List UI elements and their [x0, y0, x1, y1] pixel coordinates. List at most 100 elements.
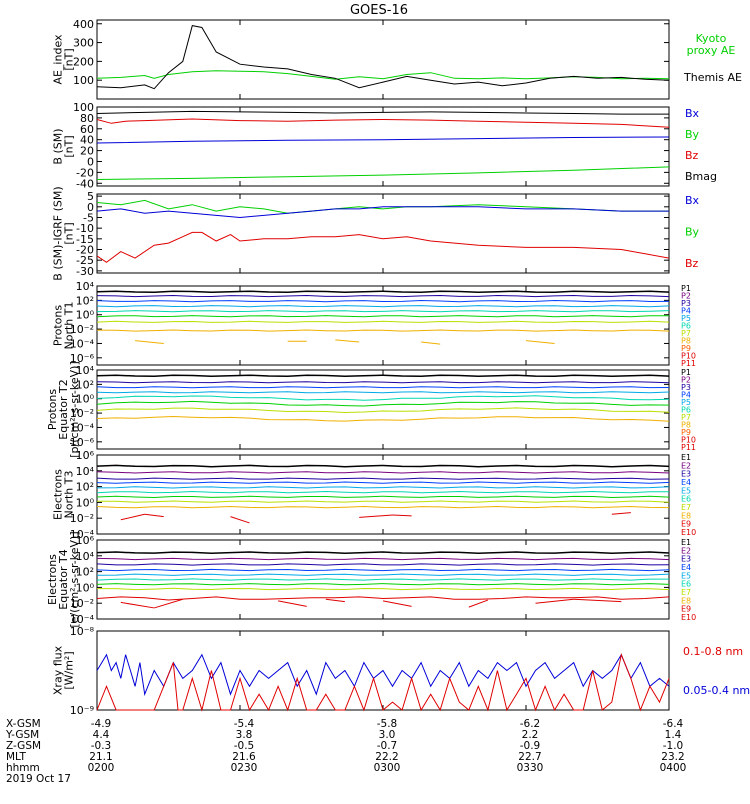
enorth-legend-2: E3 — [681, 470, 691, 479]
ae-legend-2: Themis AE — [683, 71, 742, 84]
enorth-level-0 — [96, 464, 670, 468]
pnorth-ytick-label-2: 10⁰ — [76, 309, 95, 322]
pnorth-legend-7: P8 — [681, 337, 691, 346]
eeq-red-dash-3 — [325, 598, 345, 603]
pnorth-dash-2 — [335, 339, 360, 343]
footer-value-1-1: 3.8 — [236, 729, 253, 741]
pnorth-dash-3 — [421, 341, 441, 345]
enorth-dash-0 — [120, 513, 145, 521]
enorth-dash-1 — [144, 513, 164, 518]
enorth-dash-3 — [359, 514, 393, 518]
pnorth-legend-6: P7 — [681, 329, 691, 338]
b-ylabel-1: [nT] — [63, 135, 76, 157]
xray-ylabel-0: Xray flux — [52, 645, 65, 695]
enorth-ytick-label-4: 10⁻² — [70, 512, 94, 525]
peq-legend-3: P4 — [681, 391, 691, 400]
pnorth-level-4 — [96, 310, 670, 313]
bigrf-ylabel-0: B (SM)-IGRF (SM) — [52, 186, 65, 280]
peq-legend-9: P10 — [681, 436, 696, 445]
eeq-level-5 — [96, 578, 669, 581]
footer-value-2-1: 3.0 — [379, 729, 396, 741]
footer-value-3-2: -0.9 — [520, 740, 541, 752]
b-ytick-label-7: 100 — [73, 101, 94, 114]
peq-legend-2: P3 — [681, 383, 691, 392]
enorth-dash-5 — [611, 512, 631, 515]
eeq-legend-2: E3 — [681, 555, 691, 564]
footer-value-2-0: -5.8 — [377, 718, 398, 730]
eeq-ylabel-0: Electrons — [46, 554, 59, 605]
eeq-red-series — [96, 596, 670, 601]
b-ytick-label-3: 20 — [80, 145, 94, 158]
eeq-level-0 — [96, 551, 670, 555]
footer-value-0-4: 0200 — [88, 762, 115, 774]
pnorth-level-2 — [96, 299, 670, 303]
ae-ytick-label-1: 100 — [73, 74, 94, 87]
footer-value-3-1: 2.2 — [522, 729, 539, 741]
pnorth-level-5 — [96, 315, 669, 318]
peq-level-7 — [96, 415, 670, 422]
pnorth-legend-10: P11 — [681, 359, 696, 368]
footer-value-0-0: -4.9 — [91, 718, 112, 730]
b-ytick-label-1: -20 — [76, 166, 94, 179]
eeq-legend-0: E1 — [681, 538, 691, 547]
enorth-level-5 — [96, 490, 669, 494]
xray-series-1 — [96, 652, 670, 712]
eeq-red-dash-0 — [120, 601, 155, 609]
enorth-level-1 — [96, 471, 670, 474]
eeq-red-dash-7 — [573, 598, 622, 603]
peq-legend-7: P8 — [681, 421, 691, 430]
bigrf-legend-1: By — [685, 226, 700, 239]
pnorth-legend-1: P2 — [681, 292, 691, 301]
peq-ytick-label-4: 10⁻⁴ — [70, 421, 95, 434]
footer-label-5: 2019 Oct 17 — [6, 773, 71, 785]
footer-label-2: Z-GSM — [6, 740, 41, 752]
eeq-ylabel-2: [e/(cm²-s-sr-keV)] — [68, 531, 81, 627]
pnorth-legend-5: P6 — [681, 322, 691, 331]
xray-series-0 — [96, 653, 670, 697]
enorth-legend-3: E4 — [681, 478, 691, 487]
ae-ytick-label-3: 300 — [73, 37, 94, 50]
eeq-ylabel-1: Equator T4 — [57, 549, 70, 609]
enorth-level-6 — [96, 495, 670, 499]
footer-value-4-4: 0400 — [660, 762, 687, 774]
peq-legend-6: P7 — [681, 413, 691, 422]
peq-level-1 — [96, 381, 670, 384]
enorth-ytick-label-1: 10⁴ — [76, 465, 95, 478]
bigrf-legend-2: Bz — [685, 257, 699, 270]
peq-ytick-label-5: 10⁻⁶ — [70, 436, 95, 449]
enorth-legend-9: E10 — [681, 528, 696, 537]
ae-ytick-label-4: 400 — [73, 18, 94, 31]
footer-label-0: X-GSM — [6, 718, 41, 730]
pnorth-ytick-label-1: 10² — [76, 294, 94, 307]
enorth-dash-2 — [230, 516, 250, 524]
footer-value-2-4: 0300 — [374, 762, 401, 774]
enorth-level-7 — [97, 500, 670, 503]
footer-value-4-0: -6.4 — [663, 718, 684, 730]
footer-value-2-2: -0.7 — [377, 740, 398, 752]
enorth-legend-1: E2 — [681, 461, 691, 470]
peq-legend-1: P2 — [681, 376, 691, 385]
peq-ytick-label-2: 10⁰ — [76, 393, 95, 406]
enorth-level-2 — [96, 477, 670, 480]
peq-legend-5: P6 — [681, 406, 691, 415]
bigrf-series-1 — [96, 206, 669, 219]
enorth-frame — [96, 454, 670, 535]
chart-title: GOES-16 — [350, 3, 408, 18]
eeq-legend-6: E7 — [681, 588, 691, 597]
bigrf-legend-0: Bx — [685, 194, 700, 207]
ae-legend-1: proxy AE — [687, 44, 736, 57]
xray-ylabel-1: [W/m²] — [63, 651, 76, 689]
pnorth-level-6 — [96, 320, 670, 323]
footer-value-1-0: -5.4 — [234, 718, 255, 730]
xray-legend-0: 0.1-0.8 nm — [683, 645, 743, 658]
xray-ytick-label-0: 10⁻⁸ — [70, 625, 95, 638]
enorth-ylabel-1: North T3 — [63, 471, 76, 519]
enorth-level-3 — [96, 481, 670, 484]
enorth-level-4 — [96, 486, 670, 489]
footer-value-4-3: 23.2 — [661, 751, 684, 763]
enorth-ytick-label-0: 10⁶ — [76, 449, 95, 462]
eeq-ytick-label-4: 10⁻² — [70, 597, 94, 610]
eeq-level-6 — [96, 583, 670, 586]
b-ytick-label-4: 40 — [80, 134, 94, 147]
